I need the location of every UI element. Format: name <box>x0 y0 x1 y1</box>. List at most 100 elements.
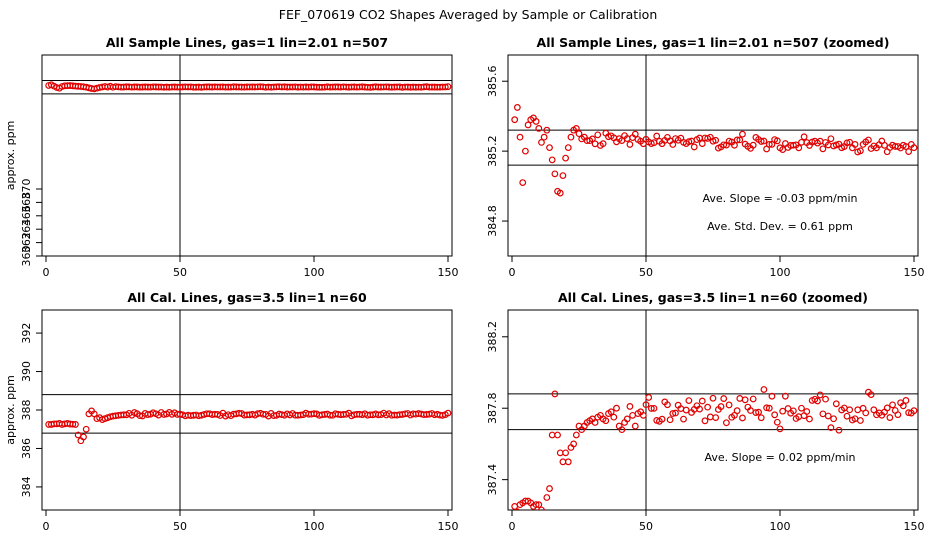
panel-title: All Cal. Lines, gas=3.5 lin=1 n=60 <box>127 290 367 305</box>
panel-title: All Cal. Lines, gas=3.5 lin=1 n=60 (zoom… <box>558 290 868 305</box>
y-tick-label: 366 <box>20 205 33 226</box>
data-point <box>717 403 725 410</box>
panel-2: All Sample Lines, gas=1 lin=2.01 n=507 (… <box>486 35 925 279</box>
data-point <box>551 170 559 178</box>
data-point <box>720 141 728 149</box>
data-point <box>639 411 647 419</box>
data-point <box>902 397 910 404</box>
data-point <box>441 83 449 91</box>
data-point <box>798 404 805 412</box>
data-point <box>790 407 797 415</box>
x-tick-label: 50 <box>173 520 187 533</box>
data-point <box>513 104 521 111</box>
data-point <box>629 411 636 419</box>
data-point <box>543 126 551 134</box>
data-point <box>543 494 551 501</box>
data-point <box>556 449 564 457</box>
data-point <box>870 406 878 414</box>
data-point <box>698 397 706 405</box>
data-point <box>830 415 837 423</box>
y-tick-label: 392 <box>20 323 33 344</box>
x-tick-label: 100 <box>770 266 791 279</box>
data-point <box>607 408 615 416</box>
data-point <box>524 121 532 129</box>
data-point <box>82 425 90 433</box>
data-point <box>795 144 803 152</box>
data-point <box>685 138 693 146</box>
data-point <box>532 501 540 509</box>
y-tick-label: 360 <box>20 246 33 267</box>
data-points <box>45 81 452 93</box>
x-tick-label: 50 <box>639 520 653 533</box>
data-point <box>538 506 545 510</box>
y-tick-label: 388 <box>20 400 33 421</box>
data-point <box>589 135 596 143</box>
data-point <box>559 172 567 180</box>
plot-frame <box>507 54 919 257</box>
data-point <box>755 408 762 416</box>
data-points <box>511 104 918 197</box>
data-point <box>773 418 781 426</box>
data-point <box>814 397 821 405</box>
x-tick-label: 150 <box>904 266 925 279</box>
data-point <box>798 138 805 146</box>
data-point <box>599 140 607 148</box>
x-tick-label: 0 <box>43 520 50 533</box>
data-point <box>712 414 720 421</box>
data-point <box>698 140 706 147</box>
data-point <box>564 144 572 152</box>
x-tick-label: 0 <box>509 266 516 279</box>
data-point <box>760 137 768 145</box>
data-point <box>554 431 561 439</box>
data-point <box>749 395 757 403</box>
data-point <box>647 405 655 412</box>
data-point <box>669 410 677 417</box>
data-point <box>776 425 784 433</box>
data-point <box>757 414 765 422</box>
data-point <box>682 406 690 414</box>
data-point <box>819 145 827 153</box>
data-point <box>613 404 620 412</box>
data-point <box>591 140 599 148</box>
data-point <box>822 395 829 403</box>
y-tick-label: 368 <box>20 192 33 213</box>
data-point <box>548 156 556 164</box>
data-point <box>832 400 840 408</box>
panel-title: All Sample Lines, gas=1 lin=2.01 n=507 <box>106 35 388 50</box>
data-point <box>546 485 553 492</box>
annotation-text: Ave. Std. Dev. = 0.61 ppm <box>707 220 853 233</box>
data-point <box>669 141 677 148</box>
data-point <box>894 411 902 419</box>
data-point <box>905 148 913 155</box>
y-tick-label: 384.8 <box>486 205 499 237</box>
data-point <box>540 133 548 141</box>
annotation-text: Ave. Slope = -0.03 ppm/min <box>703 192 858 205</box>
data-point <box>690 143 698 151</box>
x-tick-label: 100 <box>304 520 325 533</box>
plot-frame <box>507 309 919 511</box>
data-point <box>835 426 843 434</box>
data-point <box>511 116 519 124</box>
data-point <box>773 137 781 145</box>
data-point <box>80 433 87 441</box>
data-point <box>567 133 575 141</box>
panels: All Sample Lines, gas=1 lin=2.01 n=507 0 5… <box>4 35 925 533</box>
data-point <box>658 415 666 423</box>
data-point <box>511 503 519 510</box>
y-tick-label: 362 <box>20 232 33 253</box>
data-point <box>739 130 746 138</box>
data-point <box>771 411 779 419</box>
data-point <box>709 394 717 402</box>
data-point <box>800 133 808 141</box>
data-point <box>765 404 773 412</box>
data-point <box>519 179 527 186</box>
data-point <box>562 449 569 457</box>
data-point <box>444 83 452 91</box>
data-point <box>564 458 572 466</box>
data-point <box>664 401 671 409</box>
data-point <box>736 395 744 402</box>
data-point <box>559 458 567 466</box>
data-point <box>720 395 728 402</box>
data-point <box>857 417 864 424</box>
